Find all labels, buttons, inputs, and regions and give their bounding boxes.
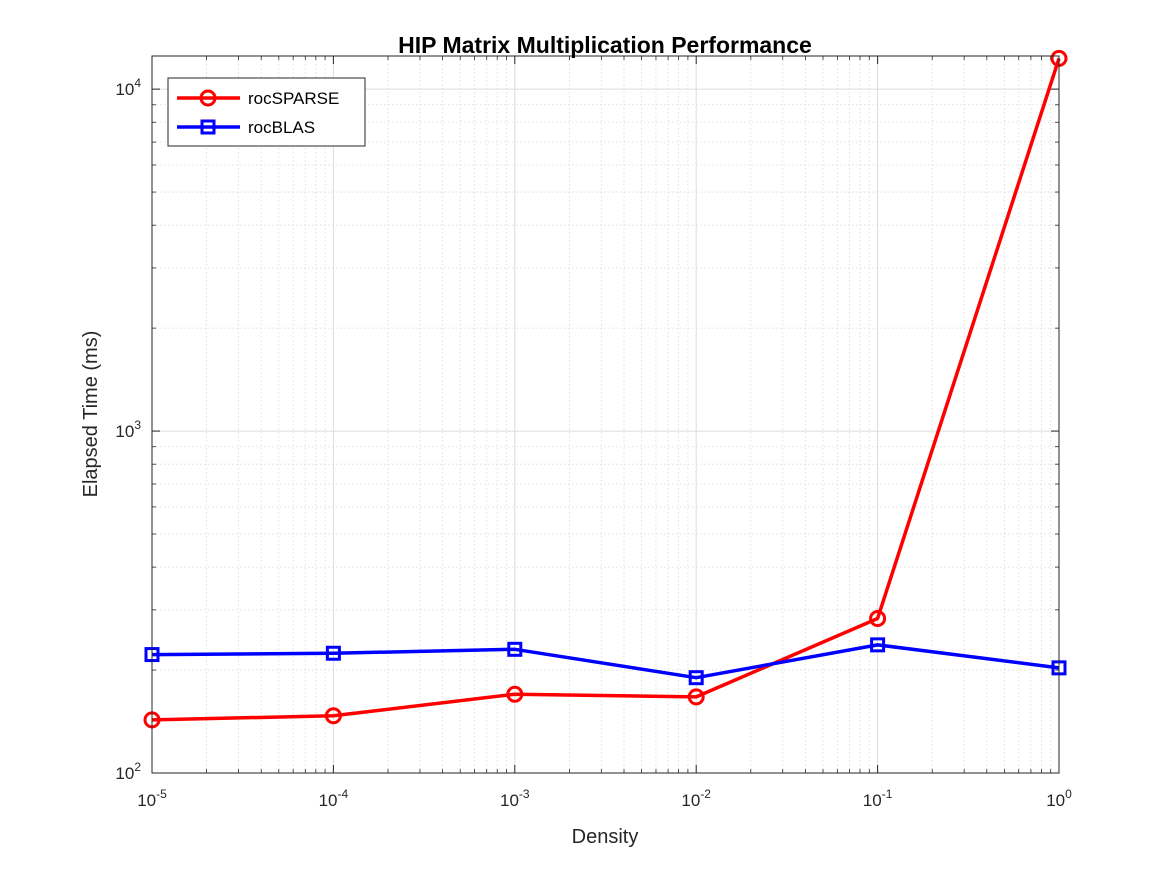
legend-label-rocblas: rocBLAS [248, 118, 315, 137]
y-tick-label: 103 [115, 418, 141, 441]
x-tick-label: 10-3 [500, 787, 530, 810]
legend-box [167, 77, 366, 147]
minor-grid [152, 56, 1059, 773]
series-line-rocblas [151, 643, 1060, 680]
legend-label-rocsparse: rocSPARSE [248, 89, 339, 108]
x-tick-label: 100 [1046, 787, 1072, 810]
x-tick-label: 10-4 [319, 787, 349, 810]
legend: rocSPARSE rocBLAS [167, 77, 366, 147]
x-tick-label: 10-1 [863, 787, 893, 810]
x-tick-labels: 10-5 10-4 10-3 10-2 10-1 100 [137, 787, 1072, 810]
data-point-rocblas [870, 637, 886, 653]
y-tick-label: 102 [115, 760, 141, 783]
legend-marker-rocblas [200, 119, 216, 135]
plot-area [152, 56, 1059, 773]
data-point-rocblas [507, 641, 523, 657]
x-axis-label: Density [572, 826, 639, 848]
y-tick-label: 104 [115, 76, 141, 99]
y-axis-label: Elapsed Time (ms) [80, 331, 102, 498]
data-point-rocblas [688, 670, 704, 686]
data-point-rocblas [325, 645, 341, 661]
legend-marker-rocsparse [199, 89, 217, 107]
x-tick-label: 10-2 [681, 787, 711, 810]
data-point-rocsparse [869, 610, 887, 628]
data-point-rocsparse [506, 685, 524, 703]
plot-frame [151, 55, 1060, 774]
data-point-rocsparse [687, 688, 705, 706]
data-point-rocsparse [324, 707, 342, 725]
y-tick-labels: 102 103 104 [115, 76, 141, 783]
series-line-rocsparse [151, 57, 1061, 722]
tick-marks [151, 56, 1060, 774]
chart-title: HIP Matrix Multiplication Performance [398, 32, 812, 58]
x-tick-label: 10-5 [137, 787, 167, 810]
